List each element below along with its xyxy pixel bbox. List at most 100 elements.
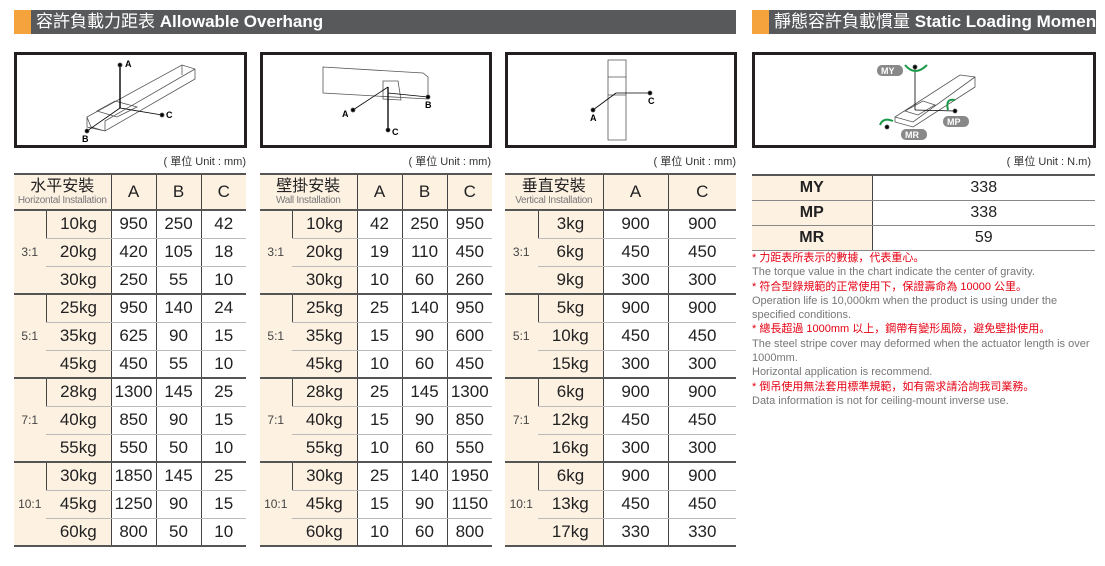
- wall-installation-table: 壁掛安裝 Wall Installation A B C 3:1 10kg 42 250 950 2…: [260, 173, 492, 547]
- value-cell: 55: [155, 350, 201, 379]
- title-en: Wall Installation: [275, 195, 341, 206]
- load-cell: 40kg: [46, 406, 111, 435]
- table-row: 13kg 450 450: [505, 490, 736, 519]
- label-mp: MP: [947, 117, 961, 127]
- title-zh: 水平安裝: [30, 178, 95, 195]
- value-cell: 110: [401, 238, 447, 267]
- table-row: 45kg 10 60 450: [260, 350, 492, 379]
- installation-title: 垂直安裝 Vertical Installation: [505, 173, 603, 211]
- table-row: 45kg 15 90 1150: [260, 490, 492, 519]
- value-cell: 90: [401, 490, 447, 519]
- load-cell: 25kg: [45, 294, 111, 323]
- ratio-cell: 5:1: [260, 294, 292, 379]
- ratio-cell: 10:1: [505, 462, 538, 547]
- note-zh: * 符合型錄規範的正常使用下，保證壽命為 10000 公里。: [752, 280, 1028, 293]
- column-header: B: [155, 173, 201, 211]
- label-a: A: [590, 113, 597, 123]
- label-c: C: [166, 110, 173, 120]
- load-cell: 35kg: [46, 322, 111, 351]
- table-row: 40kg 850 90 15: [14, 406, 246, 435]
- load-cell: 25kg: [291, 294, 357, 323]
- table-row: 35kg 15 90 600: [260, 322, 492, 351]
- column-header: C: [200, 173, 246, 211]
- load-cell: 60kg: [292, 518, 357, 547]
- value-cell: 550: [110, 434, 156, 463]
- ratio-cell: 7:1: [14, 378, 46, 463]
- table-row: 55kg 10 60 550: [260, 434, 492, 463]
- load-cell: 20kg: [46, 238, 111, 267]
- value-cell: 260: [446, 266, 492, 295]
- note-en: The steel stripe cover may deformed when…: [752, 337, 1090, 365]
- value-cell: 140: [401, 462, 447, 491]
- load-cell: 55kg: [292, 434, 357, 463]
- column-header: A: [602, 173, 668, 211]
- load-cell: 45kg: [292, 490, 357, 519]
- load-cell: 10kg: [538, 322, 603, 351]
- load-cell: 16kg: [538, 434, 603, 463]
- value-cell: 450: [667, 490, 736, 519]
- installation-title: 壁掛安裝 Wall Installation: [260, 173, 357, 211]
- value-cell: 950: [446, 210, 492, 239]
- header-en: Static Loading Moment: [914, 12, 1102, 31]
- value-cell: 10: [200, 350, 246, 379]
- value-cell: 900: [602, 210, 668, 239]
- table-row: 7:1 28kg 25 145 1300: [260, 378, 492, 463]
- value-cell: 300: [602, 350, 668, 379]
- load-cell: 6kg: [537, 462, 603, 491]
- value-cell: 900: [602, 462, 668, 491]
- value-cell: 900: [602, 294, 668, 323]
- unit-label: ( 單位 Unit : mm): [408, 156, 492, 168]
- wall-diagram: A B C: [260, 52, 492, 148]
- value-cell: 24: [200, 294, 246, 323]
- label-b: B: [82, 134, 89, 144]
- load-cell: 35kg: [292, 322, 357, 351]
- table-row: 9kg 300 300: [505, 266, 736, 295]
- value-cell: 140: [155, 294, 201, 323]
- note-en: Data information is not for ceiling-moun…: [752, 394, 1009, 407]
- value-cell: 250: [110, 266, 156, 295]
- value-cell: 1300: [110, 378, 156, 407]
- value-cell: 250: [155, 210, 201, 239]
- table-row: 60kg 10 60 800: [260, 518, 492, 547]
- value-cell: 60: [401, 518, 447, 547]
- value-cell: 25: [356, 378, 402, 407]
- value-cell: 450: [446, 238, 492, 267]
- value-cell: 950: [446, 294, 492, 323]
- moment-row: MP 338: [752, 200, 1095, 226]
- table-row: 5:1 25kg 25 140 950: [260, 294, 492, 379]
- title-en: Horizontal Installation: [17, 195, 107, 206]
- table-row: 3:1 3kg 900 900: [505, 210, 736, 295]
- column-header: C: [446, 173, 492, 211]
- value-cell: 1850: [110, 462, 156, 491]
- load-cell: 28kg: [291, 378, 357, 407]
- value-cell: 90: [155, 406, 201, 435]
- load-cell: 15kg: [538, 350, 603, 379]
- table-row: 45kg 450 55 10: [14, 350, 246, 379]
- value-cell: 1150: [446, 490, 492, 519]
- unit-label: ( 單位 Unit : N.m): [1006, 156, 1091, 168]
- moment-row: MY 338: [752, 174, 1095, 201]
- load-cell: 45kg: [46, 350, 111, 379]
- column-header: B: [401, 173, 447, 211]
- value-cell: 10: [200, 434, 246, 463]
- ratio-cell: 3:1: [260, 210, 292, 295]
- installation-title: 水平安裝 Horizontal Installation: [14, 173, 111, 211]
- title-zh: 壁掛安裝: [276, 178, 341, 195]
- value-cell: 330: [667, 518, 736, 547]
- value-cell: 450: [667, 406, 736, 435]
- note-zh: * 總長超過 1000mm 以上，鋼帶有變形風險，避免壁掛使用。: [752, 323, 1051, 336]
- load-cell: 6kg: [538, 238, 603, 267]
- table-row: 6kg 450 450: [505, 238, 736, 267]
- value-cell: 90: [401, 322, 447, 351]
- value-cell: 60: [401, 266, 447, 295]
- value-cell: 15: [200, 490, 246, 519]
- value-cell: 145: [155, 378, 201, 407]
- table-row: 20kg 420 105 18: [14, 238, 246, 267]
- value-cell: 850: [110, 406, 156, 435]
- label-c: C: [648, 96, 655, 106]
- moment-table: MY 338 MP 338 MR 59: [752, 174, 1095, 251]
- value-cell: 250: [401, 210, 447, 239]
- value-cell: 10: [200, 266, 246, 295]
- header-row: 垂直安裝 Vertical Installation A C: [505, 173, 736, 211]
- ratio-cell: 5:1: [505, 294, 538, 379]
